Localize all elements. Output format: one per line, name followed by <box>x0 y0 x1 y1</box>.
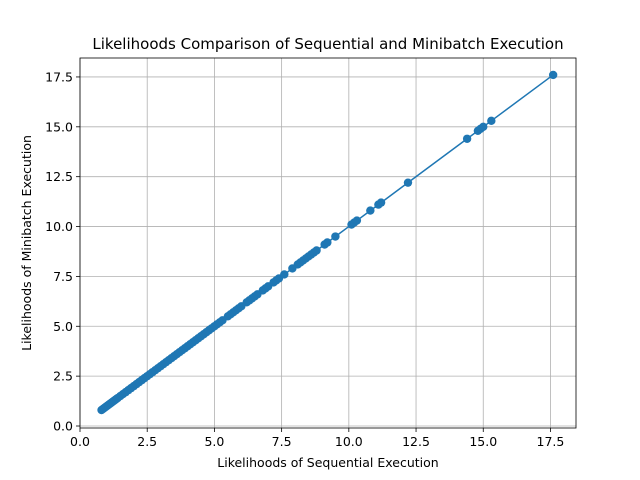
data-point <box>403 178 413 187</box>
data-point <box>376 198 386 207</box>
axis-ticks: 0.0 2.5 5.0 7.5 10.0 12.5 15.0 17.5 0.0 2.5 5.0 7.5… <box>45 69 564 449</box>
y-tick-label: 15.0 <box>45 119 73 134</box>
data-point <box>352 216 362 225</box>
x-tick-label: 10.0 <box>335 434 363 449</box>
data-point <box>462 134 472 143</box>
chart-title: Likelihoods Comparison of Sequential and… <box>92 35 563 53</box>
plot-frame <box>79 57 577 429</box>
data-point <box>323 238 332 247</box>
x-tick-label: 0.0 <box>70 434 90 449</box>
x-tick-label: 15.0 <box>469 434 497 449</box>
y-tick-label: 2.5 <box>53 369 73 384</box>
data-point <box>280 270 289 279</box>
x-axis-title: Likelihoods of Sequential Execution <box>217 455 438 470</box>
x-tick-label: 12.5 <box>402 434 430 449</box>
data-point <box>487 116 496 126</box>
data-point <box>548 70 558 80</box>
y-tick-label: 0.0 <box>53 419 73 434</box>
y-axis-title: Likelihoods of Minibatch Execution <box>19 135 34 351</box>
y-tick-label: 17.5 <box>45 69 73 84</box>
x-tick-label: 7.5 <box>272 434 292 449</box>
data-point <box>479 122 488 132</box>
data-series <box>97 70 558 415</box>
x-tick-label: 5.0 <box>204 434 224 449</box>
x-tick-label: 2.5 <box>137 434 157 449</box>
y-tick-label: 10.0 <box>45 219 73 234</box>
x-tick-label: 17.5 <box>537 434 565 449</box>
data-point <box>331 232 340 241</box>
y-tick-label: 5.0 <box>53 319 73 334</box>
data-point <box>312 246 321 255</box>
y-tick-label: 12.5 <box>45 169 73 184</box>
grid-lines <box>79 58 576 428</box>
data-point <box>366 206 375 215</box>
y-tick-label: 7.5 <box>53 269 73 284</box>
